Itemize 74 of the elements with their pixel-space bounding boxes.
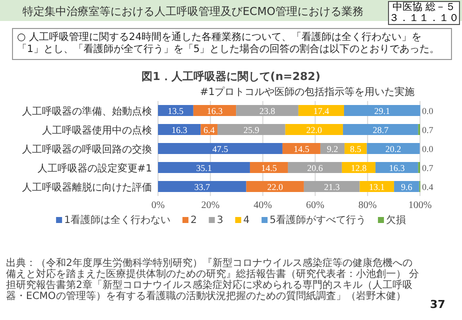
data-label: 25.9 bbox=[244, 125, 260, 135]
text: 37 bbox=[430, 298, 446, 311]
bar bbox=[158, 162, 250, 173]
bar bbox=[288, 162, 342, 173]
x-tick-label: 80% bbox=[358, 200, 377, 211]
data-label: 16.3 bbox=[388, 163, 406, 173]
bar bbox=[344, 105, 420, 116]
data-label: 0.7 bbox=[422, 125, 434, 135]
data-label: 0.7 bbox=[422, 163, 434, 173]
data-label: 33.7 bbox=[194, 182, 211, 192]
data-label: 0.0 bbox=[422, 106, 434, 116]
chart-subtitle: 図1．人工呼吸器に関して(n=282) bbox=[140, 69, 322, 84]
bar bbox=[158, 181, 246, 192]
legend-label: 4 bbox=[243, 215, 250, 226]
bar bbox=[375, 162, 418, 173]
data-label: 16.3 bbox=[206, 106, 224, 116]
data-label: 35.1 bbox=[196, 163, 212, 173]
data-label: 14.5 bbox=[261, 163, 278, 173]
bar bbox=[193, 105, 236, 116]
bar bbox=[217, 124, 286, 135]
data-label: 9.2 bbox=[326, 144, 338, 154]
x-tick-label: 0% bbox=[151, 200, 165, 211]
data-label: 16.3 bbox=[171, 125, 188, 135]
bar bbox=[158, 124, 201, 135]
data-label: 20.6 bbox=[307, 163, 324, 173]
data-label: 0.0 bbox=[422, 144, 434, 154]
data-label: 20.2 bbox=[385, 144, 402, 154]
bar bbox=[246, 181, 304, 192]
data-label: 17.4 bbox=[313, 106, 330, 116]
data-label: 0.4 bbox=[422, 182, 434, 192]
bar bbox=[236, 105, 298, 116]
y-tick-label: 人工呼吸器の設定変更#1 bbox=[37, 162, 152, 174]
data-label: 47.5 bbox=[212, 144, 229, 154]
text: ○ 人工呼吸管理に関する24時間を通した各種業務について、「看護師は全く行わない」を「1」とし、「看護師が全て行う」を「5」とした場合の回答の割合は以下のとおりであった。 bbox=[12, 28, 452, 60]
x-tick-label: 60% bbox=[306, 200, 324, 211]
y-tick-label: 人工呼吸器使用中の点検 bbox=[42, 124, 152, 136]
bar bbox=[298, 105, 344, 116]
x-tick-label: 100% bbox=[408, 200, 432, 211]
data-label: 21.3 bbox=[324, 182, 340, 192]
bar bbox=[282, 143, 320, 154]
y-tick-label: 人工呼吸器離脱に向けた評価 bbox=[22, 182, 152, 194]
x-tick-label: 20% bbox=[201, 200, 220, 211]
data-label: 13.5 bbox=[168, 106, 184, 116]
text: #1プロトコルや医師の包括指示等を用いた実施 bbox=[200, 86, 416, 99]
bar bbox=[342, 124, 418, 135]
bar bbox=[366, 143, 420, 154]
bar bbox=[304, 181, 360, 192]
chart-title: 特定集中治療室等における人工呼吸管理及びECMO管理における業務 bbox=[22, 4, 364, 19]
data-label: 13.1 bbox=[369, 182, 385, 192]
legend-label: 2 bbox=[190, 215, 197, 226]
x-tick-label: 40% bbox=[254, 200, 272, 211]
bar bbox=[158, 143, 282, 154]
bar bbox=[285, 124, 343, 135]
text: 中医協 総－５ bbox=[391, 2, 457, 13]
data-label: 6.4 bbox=[203, 125, 216, 135]
source-note: 出典：（令和2年度厚生労働科学特別研究）『新型コロナウイルス感染症等の健康危機への備えと対応を踏まえた医療提供体制のための研究』総括報告書（研究代表者：小池創一） 分担研究報告書第2章「新型コロナウイルス感染症対応に求められる専門的スキル（人工呼吸器・ECMOの管理等）を有する看護職の活動状況把握のための質問紙調査」（岩野木健） bbox=[6, 258, 420, 302]
bar bbox=[360, 181, 394, 192]
data-label: 8.5 bbox=[350, 144, 362, 154]
text: ３．１１．１０ bbox=[389, 13, 459, 24]
legend-label: 1看護師は全く行わない bbox=[64, 214, 170, 226]
legend-label: 欠損 bbox=[386, 214, 406, 226]
data-label: 14.5 bbox=[294, 144, 310, 154]
bar bbox=[250, 162, 288, 173]
data-label: 23.8 bbox=[259, 106, 276, 116]
y-tick-label: 人工呼吸器の準備、始動点検 bbox=[22, 106, 152, 118]
y-tick-label: 人工呼吸器の呼吸回路の交換 bbox=[22, 144, 152, 156]
data-label: 12.8 bbox=[350, 163, 368, 173]
data-label: 29.1 bbox=[374, 106, 390, 116]
data-label: 22.0 bbox=[306, 125, 323, 135]
legend-label: 3 bbox=[216, 215, 224, 226]
data-label: 22.0 bbox=[267, 182, 284, 192]
data-label: 28.7 bbox=[372, 125, 389, 135]
data-label: 9.6 bbox=[401, 182, 413, 192]
legend-label: 5看護師がすべて行う bbox=[270, 214, 366, 226]
